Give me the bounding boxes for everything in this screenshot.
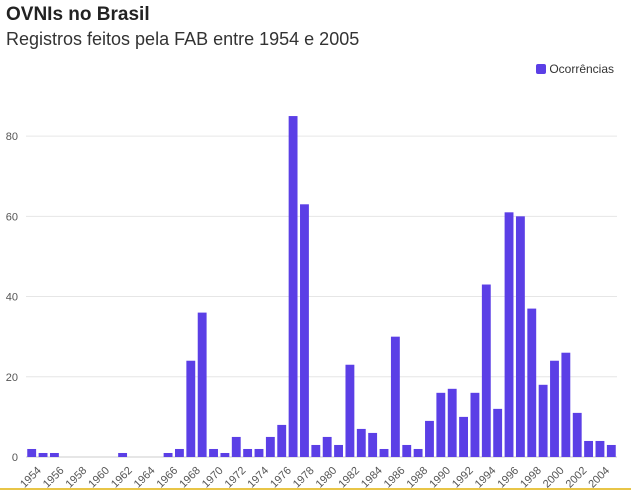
x-tick-label: 1960 xyxy=(86,465,112,491)
x-tick-label: 1966 xyxy=(154,465,180,491)
bar-1987[interactable] xyxy=(402,444,412,457)
x-tick-label: 1954 xyxy=(18,465,44,491)
bar-1981[interactable] xyxy=(334,444,343,457)
bar-1975[interactable] xyxy=(265,436,275,457)
x-tick-label: 1976 xyxy=(268,465,294,491)
x-tick-label: 1964 xyxy=(132,465,158,491)
bar-1978[interactable] xyxy=(300,204,309,457)
bar-1988[interactable] xyxy=(413,448,423,457)
bar-1966[interactable] xyxy=(163,452,173,457)
bar-1970[interactable] xyxy=(209,448,218,457)
bar-1980[interactable] xyxy=(322,436,332,457)
bar-1977[interactable] xyxy=(288,116,298,457)
chart-subtitle: Registros feitos pela FAB entre 1954 e 2… xyxy=(6,29,360,49)
bar-1985[interactable] xyxy=(379,448,389,457)
bar-2004[interactable] xyxy=(595,440,605,457)
x-tick-label: 1962 xyxy=(109,465,135,491)
bar-2000[interactable] xyxy=(550,360,559,457)
y-tick-label: 80 xyxy=(6,131,18,143)
bar-1968[interactable] xyxy=(186,360,196,457)
bar-1972[interactable] xyxy=(231,436,241,457)
x-tick-label: 1968 xyxy=(177,465,203,491)
x-tick-label: 2000 xyxy=(541,465,567,491)
bar-1973[interactable] xyxy=(243,448,253,457)
bar-1971[interactable] xyxy=(220,452,230,457)
x-tick-label: 1984 xyxy=(359,465,385,491)
bar-2001[interactable] xyxy=(561,352,571,457)
x-tick-label: 1988 xyxy=(405,465,431,491)
bar-1984[interactable] xyxy=(368,432,378,457)
bar-1967[interactable] xyxy=(175,448,184,457)
bar-2003[interactable] xyxy=(584,440,594,457)
bar-1998[interactable] xyxy=(527,308,537,457)
bar-1991[interactable] xyxy=(447,388,457,457)
bottom-rule xyxy=(0,488,631,490)
x-tick-label: 1996 xyxy=(495,465,521,491)
x-tick-label: 1974 xyxy=(245,465,271,491)
legend[interactable]: Ocorrências xyxy=(536,62,614,76)
chart-title: OVNIs no Brasil xyxy=(6,4,150,25)
bar-2002[interactable] xyxy=(572,412,582,457)
bar-1997[interactable] xyxy=(515,216,525,457)
x-tick-label: 1994 xyxy=(473,465,499,491)
y-axis-ticks: 0 20 40 60 80 xyxy=(6,131,18,464)
x-tick-label: 1992 xyxy=(450,465,476,491)
legend-label: Ocorrências xyxy=(549,62,614,76)
y-tick-label: 0 xyxy=(12,452,18,464)
x-tick-label: 1998 xyxy=(518,465,544,491)
bar-1992[interactable] xyxy=(459,416,468,457)
bar-1986[interactable] xyxy=(390,336,400,457)
bar-1982[interactable] xyxy=(345,364,355,457)
bar-1962[interactable] xyxy=(118,452,128,457)
bars xyxy=(27,116,616,457)
x-tick-label: 1986 xyxy=(382,465,408,491)
bar-1996[interactable] xyxy=(504,212,514,457)
bar-1995[interactable] xyxy=(493,408,503,457)
x-axis-ticks: 1954195619581960196219641966196819701972… xyxy=(18,465,612,491)
bar-1956[interactable] xyxy=(49,452,59,457)
x-tick-label: 1958 xyxy=(64,465,90,491)
bar-1969[interactable] xyxy=(197,312,207,457)
y-tick-label: 20 xyxy=(6,372,18,384)
x-tick-label: 1970 xyxy=(200,465,226,491)
bar-1990[interactable] xyxy=(436,392,446,457)
bar-1994[interactable] xyxy=(481,284,491,457)
bar-1989[interactable] xyxy=(425,420,434,457)
x-tick-label: 1956 xyxy=(41,465,67,491)
bar-1993[interactable] xyxy=(470,392,480,457)
x-tick-label: 2004 xyxy=(586,465,612,491)
legend-swatch xyxy=(536,64,547,74)
x-tick-label: 2002 xyxy=(564,465,590,491)
bar-1979[interactable] xyxy=(311,444,321,457)
x-tick-label: 1980 xyxy=(314,465,340,491)
x-tick-label: 1978 xyxy=(291,465,317,491)
x-tick-label: 1990 xyxy=(427,465,453,491)
y-tick-label: 60 xyxy=(6,211,18,223)
bar-1976[interactable] xyxy=(277,424,287,457)
bar-1974[interactable] xyxy=(254,448,264,457)
bar-1983[interactable] xyxy=(356,428,366,457)
bar-1955[interactable] xyxy=(38,452,48,457)
x-tick-label: 1982 xyxy=(336,465,362,491)
bar-1954[interactable] xyxy=(27,448,37,457)
bar-1999[interactable] xyxy=(538,384,548,457)
x-tick-label: 1972 xyxy=(223,465,249,491)
y-tick-label: 40 xyxy=(6,292,18,304)
bar-2005[interactable] xyxy=(606,444,616,457)
